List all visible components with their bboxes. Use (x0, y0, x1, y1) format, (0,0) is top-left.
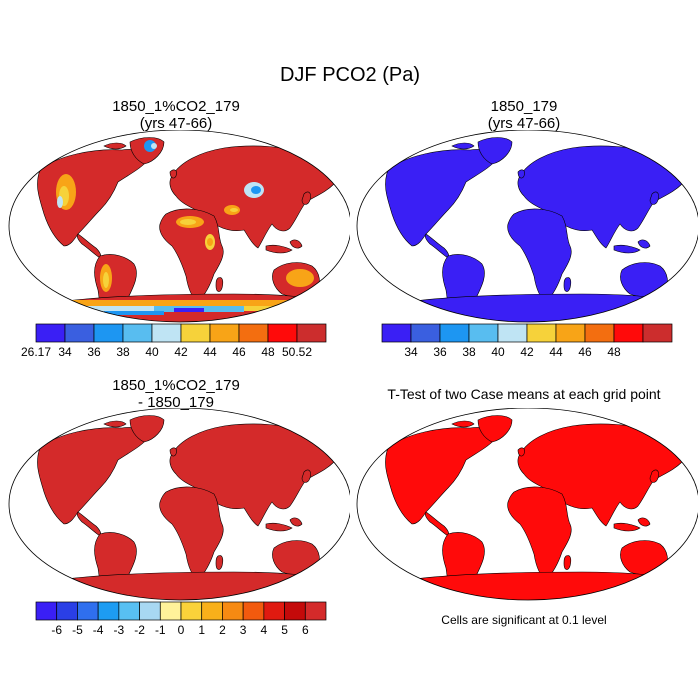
colorbar-case2-box (584, 323, 615, 343)
colorbar-case2-box (439, 323, 470, 343)
colorbar-diff-tick-label: 2 (219, 623, 226, 637)
colorbar-diff-tick-label: -4 (93, 623, 104, 637)
colorbar-diff-box (180, 601, 203, 621)
colorbar-diff-tick-label: 5 (281, 623, 288, 637)
colorbar-diff-tick-label: -1 (155, 623, 166, 637)
colorbar-diff-tick-label: -3 (114, 623, 125, 637)
colorbar-case2-box (526, 323, 557, 343)
panel-title-ttest: T-Test of two Case means at each grid po… (387, 386, 661, 402)
colorbar-case2-box (468, 323, 499, 343)
colorbar-case2-tick-label: 36 (433, 345, 447, 359)
colorbar-diff-box (201, 601, 223, 621)
colorbar-case1-box (209, 323, 240, 343)
colorbar-diff-box (159, 601, 182, 621)
colorbar-case2-tick-label: 34 (404, 345, 418, 359)
panel-title-diff-line2: - 1850_179 (138, 394, 214, 411)
figure-title: DJF PCO2 (Pa) (279, 64, 421, 86)
map-case2-land (384, 137, 685, 322)
colorbar-case2-box (555, 323, 586, 343)
panel-title-diff-line1: 1850_1%CO2_179 (112, 377, 240, 394)
colorbar-case1-tick-label: 26.17 (21, 345, 51, 359)
colorbar-case2-tick-label: 46 (578, 345, 592, 359)
colorbar-case1-box (64, 323, 95, 343)
colorbar-case1-box (93, 323, 124, 343)
colorbar-case1-tick-label: 36 (87, 345, 101, 359)
colorbar-diff-tick-label: -5 (72, 623, 83, 637)
colorbar-diff-box (139, 601, 161, 621)
colorbar-case2-tick-label: 38 (462, 345, 476, 359)
colorbar-diff-box (284, 601, 306, 621)
colorbar-case2-tick-label: 42 (520, 345, 534, 359)
colorbar-case2-box (381, 323, 412, 343)
colorbar-case2-tick-label: 40 (491, 345, 505, 359)
panel-title-diff: 1850_1%CO2_179 - 1850_179 (4, 377, 348, 411)
colorbar-case1-box (180, 323, 211, 343)
map-case1-patches (44, 140, 334, 315)
colorbar-case1-box (35, 323, 66, 343)
colorbar-diff-tick-label: -6 (51, 623, 62, 637)
colorbar-diff-box (77, 601, 99, 621)
map-case2 (356, 130, 698, 323)
colorbar-diff-tick-label: 4 (261, 623, 268, 637)
colorbar-case1-tick-label: 50.52 (282, 345, 312, 359)
colorbar-diff-box (118, 601, 140, 621)
map-case1-land (36, 137, 337, 322)
colorbar-diff-tick-label: -2 (134, 623, 145, 637)
colorbar-case1: 26.17 34 36 38 40 42 44 46 48 50.52 (21, 323, 327, 359)
panel-title-case1: 1850_1%CO2_179 (yrs 47-66) (4, 98, 348, 132)
colorbar-diff-box (304, 601, 327, 621)
colorbar-case2-tick-label: 44 (549, 345, 563, 359)
colorbar-diff: -6 -5 -4 -3 -2 -1 0 1 2 3 4 5 6 (35, 601, 327, 637)
significance-note: Cells are significant at 0.1 level (441, 613, 607, 627)
colorbar-diff-tick-label: 6 (302, 623, 309, 637)
colorbar-diff-box (35, 601, 58, 621)
colorbar-diff-tick-label: 0 (178, 623, 185, 637)
colorbar-case1-tick-label: 34 (58, 345, 72, 359)
map-case1 (8, 130, 350, 323)
panel-title-case2-line2: (yrs 47-66) (487, 115, 561, 132)
colorbar-diff-box (222, 601, 244, 621)
colorbar-case1-tick-label: 46 (232, 345, 246, 359)
colorbar-case1-tick-label: 40 (145, 345, 159, 359)
colorbar-diff-box (263, 601, 285, 621)
panel-title-case2-line1: 1850_179 (490, 98, 558, 115)
colorbar-case1-box (238, 323, 269, 343)
colorbar-case2-box (613, 323, 644, 343)
panel-title-case1-line2: (yrs 47-66) (139, 115, 213, 132)
colorbar-case1-tick-label: 48 (261, 345, 275, 359)
map-ttest-land (384, 415, 685, 600)
colorbar-case2-tick-label: 48 (607, 345, 621, 359)
colorbar-case2-box (410, 323, 441, 343)
colorbar-case2-box (497, 323, 528, 343)
map-diff-land (36, 415, 337, 600)
colorbar-case1-box (122, 323, 153, 343)
colorbar-diff-box (242, 601, 265, 621)
colorbar-case1-box (267, 323, 298, 343)
colorbar-case1-tick-label: 38 (116, 345, 130, 359)
map-diff (8, 408, 350, 601)
colorbar-diff-box (56, 601, 78, 621)
colorbar-diff-tick-label: 1 (198, 623, 205, 637)
colorbar-case1-tick-label: 42 (174, 345, 188, 359)
panel-title-case2: 1850_179 (yrs 47-66) (352, 98, 696, 132)
colorbar-case2-box (642, 323, 673, 343)
colorbar-diff-box (97, 601, 120, 621)
map-ttest (356, 408, 698, 601)
colorbar-case2: 34 36 38 40 42 44 46 48 (381, 323, 673, 359)
colorbar-case1-tick-label: 44 (203, 345, 217, 359)
colorbar-case1-box (151, 323, 182, 343)
colorbar-case1-box (296, 323, 327, 343)
panel-title-case1-line1: 1850_1%CO2_179 (112, 98, 240, 115)
colorbar-diff-tick-label: 3 (240, 623, 247, 637)
